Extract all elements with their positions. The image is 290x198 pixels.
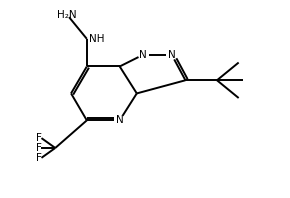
Text: F: F [36, 153, 41, 163]
Text: F: F [36, 133, 41, 143]
Text: N: N [168, 50, 175, 60]
Text: H₂N: H₂N [57, 10, 77, 20]
Text: NH: NH [89, 34, 104, 44]
Text: N: N [139, 50, 147, 60]
Text: N: N [116, 115, 124, 125]
Text: F: F [36, 143, 41, 153]
